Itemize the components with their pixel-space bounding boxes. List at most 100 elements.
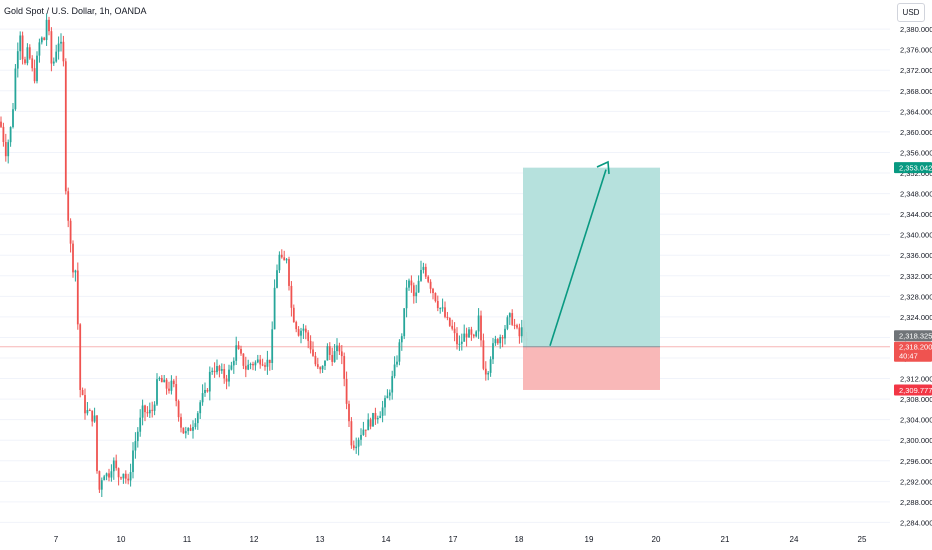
candle-body — [506, 317, 509, 329]
time-tick-label: 12 — [250, 535, 259, 544]
candle-body — [338, 345, 341, 352]
candle-body — [300, 330, 302, 336]
candle-body — [86, 410, 89, 414]
candle-body — [453, 328, 456, 334]
long-position-tool[interactable] — [523, 160, 660, 390]
candle-body — [321, 365, 324, 370]
candle-body — [148, 409, 151, 414]
candle-body — [518, 327, 521, 337]
candle-body — [55, 51, 58, 62]
candle-body — [271, 329, 274, 363]
stop-loss-zone — [523, 346, 660, 390]
candle-body — [367, 419, 370, 431]
candle-body — [216, 366, 218, 373]
candle-body — [333, 351, 336, 362]
price-tick-label: 2,380.000 — [900, 25, 932, 34]
time-tick-label: 25 — [858, 535, 867, 544]
candle-body — [50, 31, 53, 64]
candle-body — [340, 351, 343, 357]
candle-body — [280, 254, 283, 258]
currency-button[interactable]: USD — [897, 3, 925, 22]
candle-body — [508, 313, 511, 318]
candle-body — [513, 324, 516, 326]
candle-body — [283, 257, 286, 261]
candle-body — [352, 445, 355, 449]
price-tick-label: 2,348.000 — [900, 190, 932, 199]
time-tick-label: 24 — [790, 535, 799, 544]
candle-body — [194, 423, 197, 427]
candle-body — [165, 379, 168, 389]
candle-body — [254, 362, 257, 366]
candle-body — [405, 287, 408, 309]
candle-body — [242, 353, 245, 366]
price-axis[interactable]: 2,284.000 2,288.000 2,292.000 2,296.000 2,30… — [894, 25, 932, 527]
candle-body — [331, 354, 334, 362]
candle-body — [182, 427, 185, 434]
candle-body — [223, 369, 226, 379]
candle-body — [319, 367, 322, 370]
instrument-title: Gold Spot / U.S. Dollar, 1h, OANDA — [4, 6, 147, 16]
candle-body — [434, 293, 437, 302]
candle-body — [427, 276, 430, 282]
candle-body — [57, 43, 60, 52]
candle-body — [144, 405, 146, 413]
candle-body — [290, 285, 293, 308]
candle-body — [376, 418, 379, 420]
candle-body — [146, 412, 149, 414]
candle-body — [393, 364, 396, 377]
candle-body — [410, 280, 413, 286]
candle-body — [115, 460, 118, 469]
candle-body — [295, 322, 298, 330]
candle-body — [240, 348, 242, 354]
candle-body — [96, 415, 98, 472]
candle-body — [496, 339, 499, 344]
candle-body — [19, 35, 22, 52]
candle-body — [259, 359, 262, 365]
candle-body — [64, 61, 67, 192]
candle-body — [446, 316, 449, 318]
crosshair-price-label-bg — [894, 330, 932, 342]
candle-body — [379, 415, 382, 419]
candle-body — [60, 41, 62, 44]
candle-body — [422, 266, 425, 270]
candle-body — [7, 142, 10, 157]
candle-body — [448, 317, 451, 326]
candle-body — [31, 58, 34, 69]
time-tick-label: 13 — [316, 535, 325, 544]
price-tick-label: 2,300.000 — [900, 436, 932, 445]
candle-body — [309, 340, 312, 350]
candle-body — [211, 370, 214, 372]
candle-body — [256, 359, 259, 363]
candle-body — [237, 345, 240, 349]
candle-body — [516, 325, 518, 328]
candle-body — [266, 359, 269, 367]
candle-body — [429, 281, 432, 289]
candle-body — [26, 47, 29, 64]
candle-body — [420, 269, 422, 281]
candle-body — [465, 333, 468, 338]
candle-body — [139, 417, 142, 432]
candle-body — [4, 141, 7, 157]
candle-body — [458, 343, 461, 345]
candle-body — [160, 377, 163, 383]
time-axis[interactable]: 7 10 11 12 13 14 17 18 19 20 21 24 25 — [54, 535, 867, 544]
candle-body — [170, 380, 173, 391]
candle-body — [180, 417, 182, 428]
candle-body — [386, 395, 389, 399]
candle-body — [206, 389, 209, 392]
price-tick-label: 2,364.000 — [900, 107, 932, 116]
candle-body — [316, 364, 319, 368]
candle-body — [175, 384, 178, 402]
candle-body — [285, 259, 288, 261]
candle-body — [288, 259, 290, 286]
candle-body — [468, 329, 470, 338]
candle-body — [208, 371, 211, 392]
candle-body — [67, 191, 70, 221]
candle-body — [9, 127, 12, 143]
candle-body — [417, 280, 420, 293]
candle-body — [362, 429, 365, 435]
candle-body — [360, 434, 362, 440]
time-tick-label: 19 — [585, 535, 594, 544]
candle-body — [472, 334, 475, 337]
